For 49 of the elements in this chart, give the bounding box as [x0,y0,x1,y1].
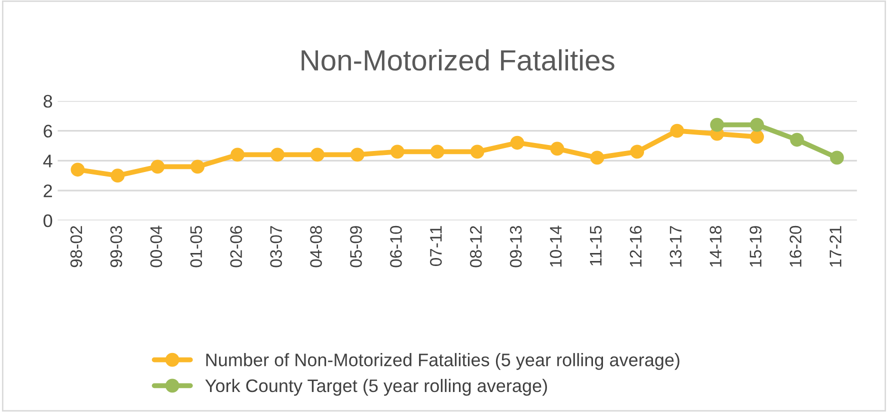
point [190,160,205,174]
y-tick-label: 0 [44,214,52,228]
point [70,162,85,177]
x-tick-label: 06-10 [390,226,402,268]
point [310,148,324,162]
x-tick-label: 98-02 [70,226,82,268]
y-tick-label: 2 [44,184,52,198]
point [670,124,684,138]
y-tick-label: 4 [43,154,52,168]
legend-label: Number of Non-Motorized Fatalities (5 year rolling average) [206,353,680,370]
point [110,168,125,183]
point [510,136,524,150]
x-tick-label: 02-06 [230,226,242,268]
point [830,150,844,165]
point [750,118,764,132]
x-tick-label: 04-08 [310,226,322,268]
x-tick-label: 09-13 [510,226,522,268]
x-tick-label: 12-16 [630,226,642,267]
legend-label: York County Target (5 year rolling average) [205,378,547,396]
x-tick-label: 13-17 [670,226,682,267]
point [710,118,724,132]
y-tick-label: 8 [44,94,52,108]
point [270,148,284,162]
x-tick-label: 07-11 [430,226,442,266]
point [750,130,764,144]
x-tick-label: 05-09 [350,226,362,268]
x-tick-label: 08-12 [470,226,482,268]
x-tick-label: 14-18 [710,226,722,267]
x-tick-label: 10-14 [550,226,562,267]
point [630,144,644,159]
point [150,160,165,174]
point [390,144,404,159]
x-tick-label: 01-05 [190,226,202,268]
point [550,142,564,156]
x-tick-label: 00-04 [150,226,162,268]
x-tick-label: 16-20 [790,226,802,267]
x-tick-label: 03-07 [270,226,282,268]
point [230,148,244,162]
chart-title: Non-Motorized Fatalities [302,49,614,71]
x-tick-label: 15-19 [750,226,762,267]
x-tick-label: 99-03 [110,226,122,268]
x-tick-label: 11-15 [590,226,602,266]
point [590,150,604,165]
point [790,132,804,147]
point [470,144,484,159]
y-tick-label: 6 [44,124,52,138]
point [430,144,444,159]
x-tick-label: 17-21 [830,226,842,267]
point [350,148,364,162]
